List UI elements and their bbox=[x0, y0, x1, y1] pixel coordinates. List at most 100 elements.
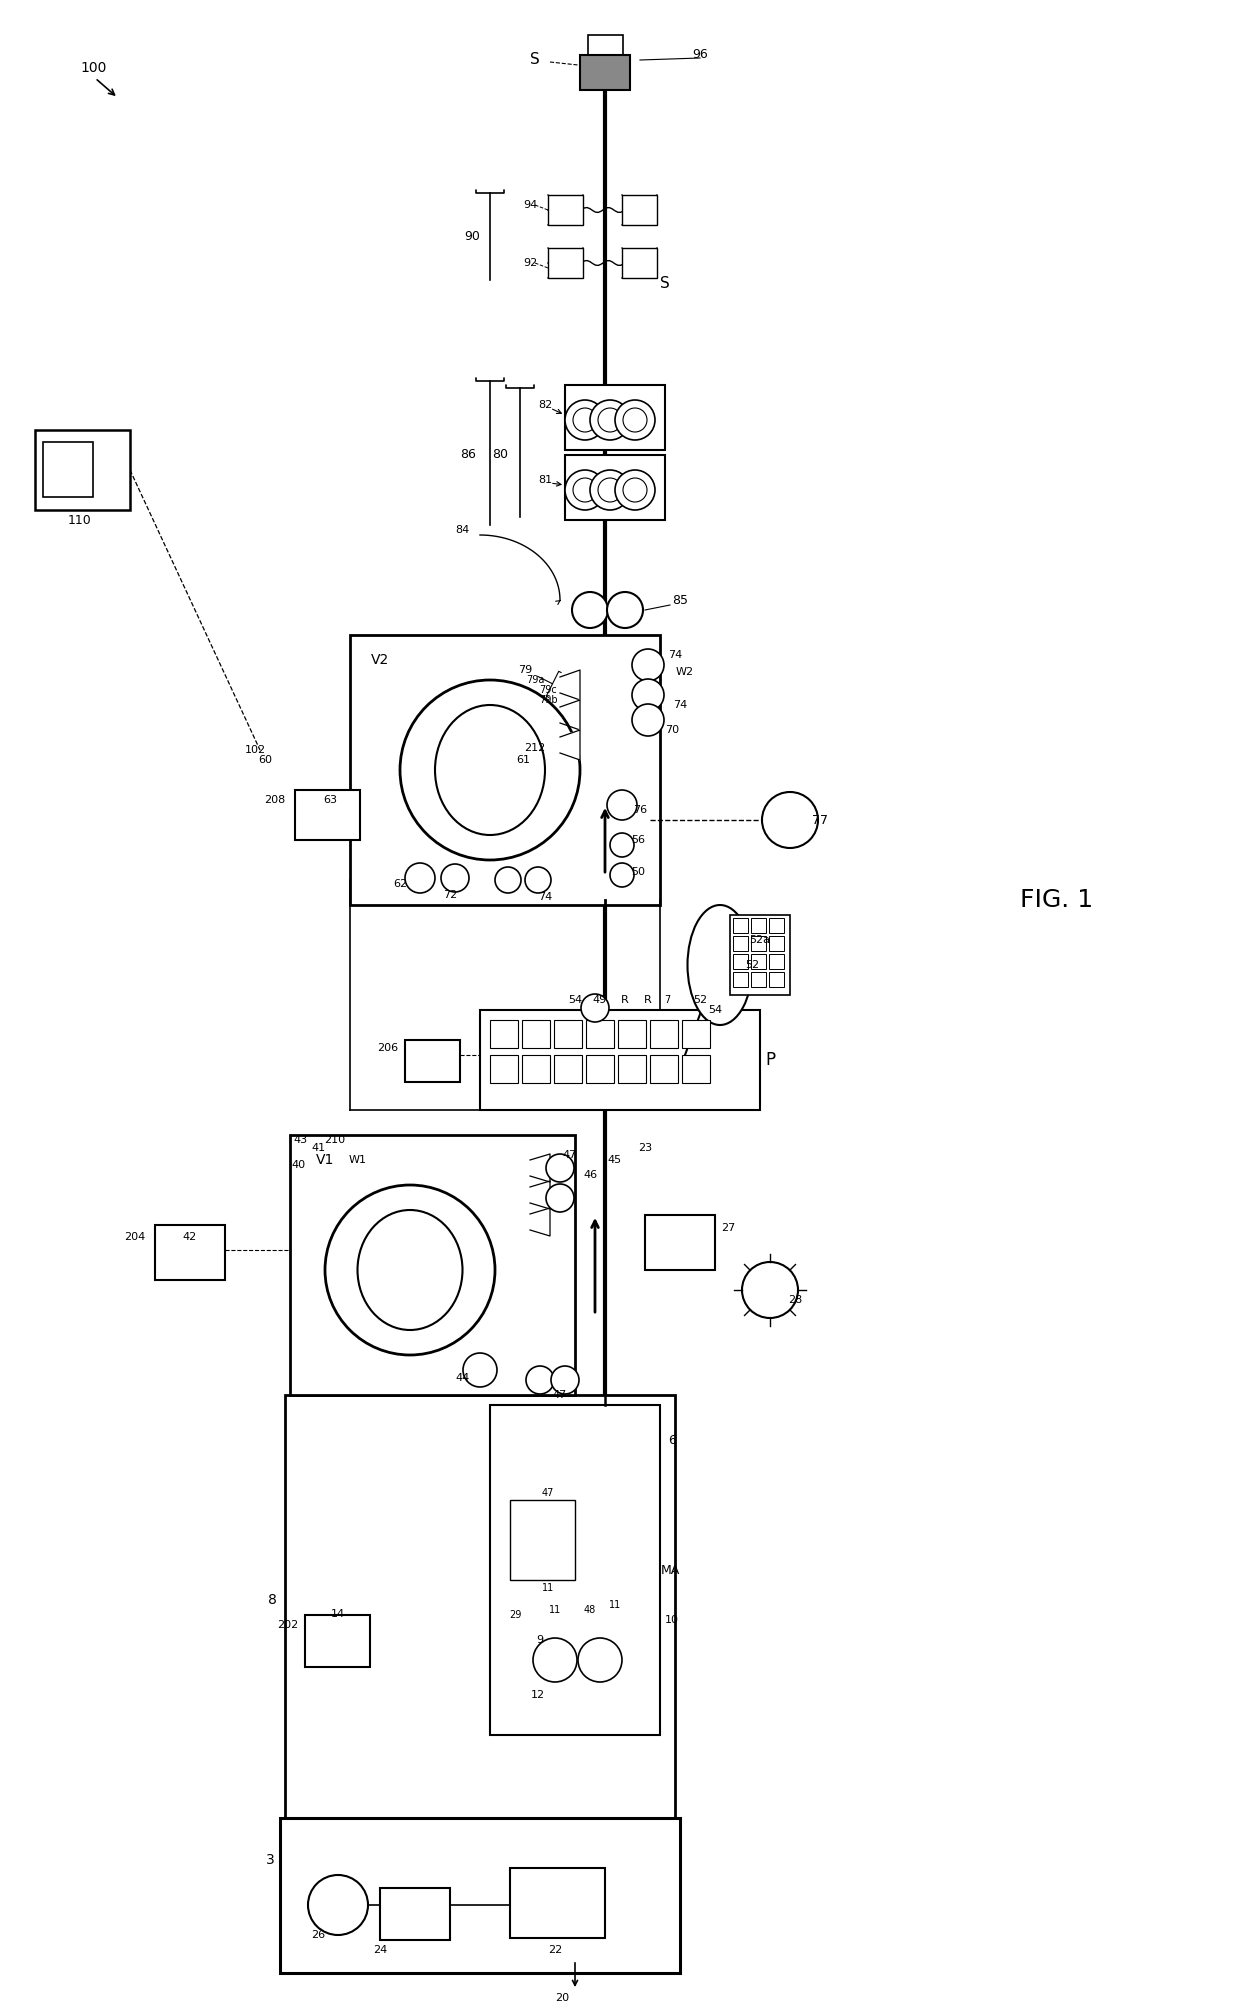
Text: 206: 206 bbox=[377, 1043, 398, 1053]
Bar bbox=[554, 1055, 582, 1083]
Bar bbox=[751, 972, 766, 986]
Circle shape bbox=[401, 680, 580, 860]
Text: 14: 14 bbox=[331, 1608, 345, 1618]
Bar bbox=[522, 1055, 551, 1083]
Circle shape bbox=[308, 1874, 368, 1934]
Circle shape bbox=[325, 1186, 495, 1355]
Bar bbox=[587, 1021, 614, 1049]
Bar bbox=[43, 443, 93, 497]
Bar bbox=[548, 195, 583, 225]
Circle shape bbox=[573, 409, 596, 433]
Bar bbox=[305, 1614, 370, 1667]
Bar bbox=[280, 1818, 680, 1973]
Text: 29: 29 bbox=[508, 1610, 521, 1620]
Circle shape bbox=[632, 648, 663, 680]
Text: 90: 90 bbox=[464, 229, 480, 242]
Bar bbox=[565, 455, 665, 519]
Text: 10: 10 bbox=[665, 1614, 680, 1624]
Text: 74: 74 bbox=[668, 650, 682, 660]
Bar bbox=[587, 1055, 614, 1083]
Text: 47: 47 bbox=[563, 1149, 577, 1159]
Circle shape bbox=[610, 833, 634, 858]
Text: 54: 54 bbox=[568, 994, 582, 1004]
Circle shape bbox=[495, 868, 521, 894]
Circle shape bbox=[463, 1353, 497, 1387]
Text: 3: 3 bbox=[265, 1854, 274, 1866]
Text: 96: 96 bbox=[692, 48, 708, 62]
Text: V1: V1 bbox=[316, 1153, 335, 1168]
Text: 41: 41 bbox=[311, 1143, 325, 1153]
Text: 79c: 79c bbox=[539, 684, 557, 694]
Bar bbox=[35, 431, 130, 509]
Text: 70: 70 bbox=[665, 725, 680, 735]
Circle shape bbox=[590, 401, 630, 441]
Circle shape bbox=[622, 409, 647, 433]
Text: 11: 11 bbox=[542, 1582, 554, 1592]
Ellipse shape bbox=[435, 705, 546, 835]
Bar bbox=[490, 1055, 518, 1083]
Text: 74: 74 bbox=[538, 892, 552, 902]
Bar bbox=[522, 1021, 551, 1049]
Circle shape bbox=[608, 789, 637, 819]
Circle shape bbox=[608, 592, 644, 628]
Text: 52a: 52a bbox=[749, 934, 770, 944]
Bar bbox=[751, 936, 766, 950]
Text: 72: 72 bbox=[443, 890, 458, 900]
Circle shape bbox=[546, 1184, 574, 1212]
Text: 82: 82 bbox=[538, 401, 552, 411]
Bar bbox=[769, 972, 784, 986]
Text: 12: 12 bbox=[531, 1691, 546, 1701]
Text: 27: 27 bbox=[720, 1224, 735, 1234]
Bar bbox=[580, 54, 630, 91]
Bar bbox=[548, 248, 583, 278]
Circle shape bbox=[551, 1367, 579, 1393]
Bar bbox=[618, 1055, 646, 1083]
Text: 23: 23 bbox=[637, 1143, 652, 1153]
Text: 48: 48 bbox=[584, 1604, 596, 1614]
Circle shape bbox=[615, 469, 655, 509]
Bar bbox=[155, 1226, 224, 1280]
Bar bbox=[769, 918, 784, 932]
Text: 40: 40 bbox=[291, 1159, 305, 1170]
Bar bbox=[769, 936, 784, 950]
Circle shape bbox=[763, 791, 818, 847]
Text: 100: 100 bbox=[81, 60, 107, 74]
Bar bbox=[618, 1021, 646, 1049]
Text: 85: 85 bbox=[672, 594, 688, 606]
Text: 86: 86 bbox=[460, 449, 476, 461]
Text: 47: 47 bbox=[542, 1488, 554, 1498]
Text: FIG. 1: FIG. 1 bbox=[1021, 888, 1094, 912]
Text: 79b: 79b bbox=[538, 694, 557, 705]
Polygon shape bbox=[560, 701, 580, 731]
Bar bbox=[733, 936, 748, 950]
Bar bbox=[490, 1405, 660, 1735]
Text: 81: 81 bbox=[538, 475, 552, 485]
Bar bbox=[751, 918, 766, 932]
Bar bbox=[769, 954, 784, 968]
Text: 208: 208 bbox=[264, 795, 285, 805]
Text: MA: MA bbox=[661, 1564, 680, 1576]
Text: 22: 22 bbox=[548, 1945, 562, 1955]
Circle shape bbox=[546, 1153, 574, 1182]
Bar bbox=[290, 1135, 575, 1395]
Text: W2: W2 bbox=[676, 666, 694, 676]
Text: 204: 204 bbox=[124, 1232, 145, 1242]
Polygon shape bbox=[529, 1182, 551, 1210]
Circle shape bbox=[525, 868, 551, 894]
Text: W1: W1 bbox=[348, 1155, 367, 1166]
Bar bbox=[588, 34, 622, 56]
Circle shape bbox=[533, 1639, 577, 1683]
Ellipse shape bbox=[357, 1210, 463, 1331]
Bar bbox=[480, 1011, 760, 1109]
Text: 60: 60 bbox=[258, 755, 272, 765]
Text: 212: 212 bbox=[525, 743, 546, 753]
Bar bbox=[350, 634, 660, 906]
Text: 8: 8 bbox=[268, 1592, 277, 1606]
Text: S: S bbox=[660, 276, 670, 290]
Text: 20: 20 bbox=[556, 1993, 569, 2003]
Bar bbox=[733, 972, 748, 986]
Polygon shape bbox=[560, 670, 580, 701]
Text: 80: 80 bbox=[492, 449, 508, 461]
Ellipse shape bbox=[687, 906, 753, 1025]
Circle shape bbox=[632, 678, 663, 711]
